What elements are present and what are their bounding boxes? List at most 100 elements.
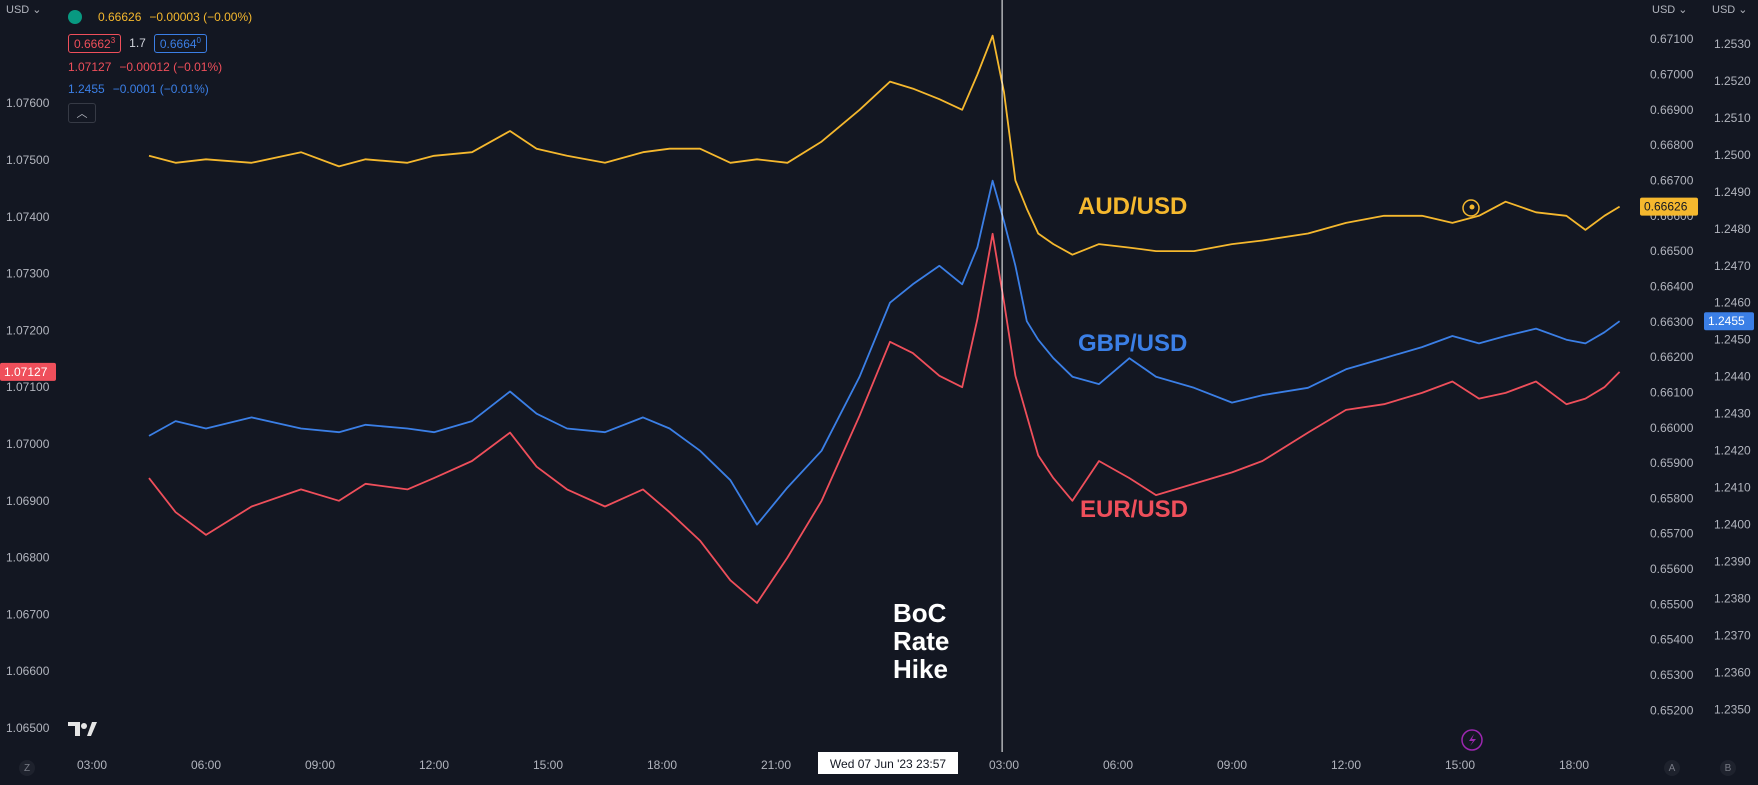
right-axis-tick-label: 1.2450 [1714, 333, 1751, 347]
lightning-icon[interactable] [1461, 729, 1483, 751]
right-currency-selector[interactable]: USD ⌄ [1712, 3, 1748, 16]
mid-axis-tick-label: 0.65600 [1650, 562, 1694, 576]
right-axis-tick-label: 1.2410 [1714, 481, 1751, 495]
annotation-label: Rate [893, 626, 949, 656]
mid-axis-tick-label: 0.65900 [1650, 456, 1694, 470]
series-line-eur-usd [148, 232, 1621, 604]
left-price-tag-box [0, 362, 56, 381]
series-line-aud-usd [148, 34, 1621, 256]
right-axis-tick-label: 1.2420 [1714, 444, 1751, 458]
right-axis-tick-label: 1.2370 [1714, 629, 1751, 643]
left-axis-tick-label: 1.06800 [6, 551, 50, 565]
right-axis-tick-label: 1.2460 [1714, 296, 1751, 310]
right-axis-tick-label: 1.2380 [1714, 592, 1751, 606]
left-axis-tick-label: 1.06600 [6, 664, 50, 678]
mid-axis-tick-label: 0.66900 [1650, 103, 1694, 117]
right-axis-tick-label: 1.2490 [1714, 185, 1751, 199]
mid-axis-tick-label: 0.66100 [1650, 385, 1694, 399]
x-tick-label: 06:00 [191, 758, 221, 772]
legend-order-row: 0.66623 1.7 0.66640 [68, 32, 252, 54]
mid-price-tag-box [1640, 197, 1698, 216]
left-currency-selector[interactable]: USD ⌄ [6, 3, 42, 16]
x-tick-label: 18:00 [647, 758, 677, 772]
left-axis-tick-label: 1.06900 [6, 494, 50, 508]
right-axis-tick-label: 1.2360 [1714, 666, 1751, 680]
eur-change: −0.00012 (−0.01%) [119, 60, 223, 74]
right-price-tag-label: 1.2455 [1708, 314, 1745, 328]
annotation-label: AUD/USD [1078, 193, 1187, 220]
right-axis-tick-label: 1.2510 [1714, 111, 1751, 125]
gbp-change: −0.0001 (−0.01%) [112, 82, 209, 96]
price-tags: 1.07127 0.66626 1.2455 [0, 197, 1754, 381]
mid-axis-tick-label: 0.65500 [1650, 597, 1694, 611]
mid-axis-tick-label: 0.65400 [1650, 633, 1694, 647]
left-axis-tick-label: 1.07100 [6, 380, 50, 394]
x-tick-label: 03:00 [989, 758, 1019, 772]
x-tick-label: 03:00 [77, 758, 107, 772]
annotation-label: EUR/USD [1080, 496, 1188, 523]
right-axis-tick-label: 1.2480 [1714, 222, 1751, 236]
mid-axis-tick-label: 0.65300 [1650, 668, 1694, 682]
annotation-label: GBP/USD [1078, 330, 1187, 357]
spread-value: 1.7 [129, 36, 146, 50]
mid-axis-tick-label: 0.66000 [1650, 421, 1694, 435]
right-currency-label: USD [1712, 4, 1736, 16]
left-axis-tick-label: 1.07400 [6, 210, 50, 224]
x-tick-label: 15:00 [1445, 758, 1475, 772]
auto-scale-button-b[interactable]: B [1720, 760, 1736, 776]
visibility-dot-icon[interactable] [68, 10, 82, 24]
left-axis-tick-label: 1.06500 [6, 721, 50, 735]
x-tick-label: 12:00 [1331, 758, 1361, 772]
mid-axis-tick-label: 0.66700 [1650, 174, 1694, 188]
mid-axis-tick-label: 0.66300 [1650, 315, 1694, 329]
eur-price: 1.07127 [68, 60, 112, 74]
right-axis-tick-label: 1.2500 [1714, 148, 1751, 162]
auto-scale-button-a[interactable]: A [1664, 760, 1680, 776]
crosshair-time-box [818, 752, 958, 774]
x-tick-label: 06:00 [1103, 758, 1133, 772]
series-line-gbp-usd [148, 179, 1621, 526]
legend-gbp-row: 1.2455 −0.0001 (−0.01%) [68, 78, 252, 100]
replay-marker-icon[interactable] [1462, 199, 1480, 217]
sell-button[interactable]: 0.66623 [68, 33, 122, 53]
annotation-label: Hike [893, 654, 948, 684]
axis-ticks: 03:00 06:00 09:00 12:00 15:00 18:00 21:00 03:00… [6, 32, 1751, 772]
left-currency-label: USD [6, 4, 30, 16]
left-price-tag-label: 1.07127 [4, 365, 48, 379]
aud-change: −0.00003 (−0.00%) [149, 10, 253, 24]
mid-currency-label: USD [1652, 4, 1676, 16]
right-axis-tick-label: 1.2520 [1714, 74, 1751, 88]
legend-aud-row: 0.66626 −0.00003 (−0.00%) [68, 6, 252, 28]
ask-price: 0.6664 [159, 36, 197, 51]
mid-price-tag-label: 0.66626 [1644, 200, 1688, 214]
right-axis-tick-label: 1.2440 [1714, 370, 1751, 384]
mid-axis-tick-label: 0.66800 [1650, 138, 1694, 152]
mid-axis-tick-label: 0.66400 [1650, 280, 1694, 294]
mid-axis-tick-label: 0.65800 [1650, 491, 1694, 505]
right-axis-tick-label: 1.2470 [1714, 259, 1751, 273]
ask-pip: 0 [196, 35, 201, 45]
x-tick-label: 18:00 [1559, 758, 1589, 772]
right-axis-tick-label: 1.2390 [1714, 555, 1751, 569]
bid-price: 0.6662 [74, 36, 111, 51]
mid-axis-tick-label: 0.67100 [1650, 32, 1694, 46]
crosshair-time-label: Wed 07 Jun '23 23:57 [830, 757, 946, 771]
series-lines [148, 34, 1621, 604]
left-axis-tick-label: 1.07600 [6, 96, 50, 110]
tradingview-logo-icon [68, 722, 97, 736]
gbp-price: 1.2455 [68, 82, 105, 96]
legend-collapse-row: ︿ [68, 102, 252, 124]
mid-axis-tick-label: 0.65700 [1650, 527, 1694, 541]
timezone-button[interactable]: Z [19, 760, 35, 776]
chevron-up-icon[interactable]: ︿ [68, 103, 96, 123]
annotation-label: BoC [893, 598, 947, 628]
buy-button[interactable]: 0.66640 [153, 33, 207, 53]
mid-axis-tick-label: 0.65200 [1650, 703, 1694, 717]
right-axis-tick-label: 1.2530 [1714, 37, 1751, 51]
legend-eur-row: 1.07127 −0.00012 (−0.01%) [68, 56, 252, 78]
mid-axis-tick-label: 0.66500 [1650, 244, 1694, 258]
left-axis-tick-label: 1.07500 [6, 153, 50, 167]
mid-currency-selector[interactable]: USD ⌄ [1652, 3, 1688, 16]
